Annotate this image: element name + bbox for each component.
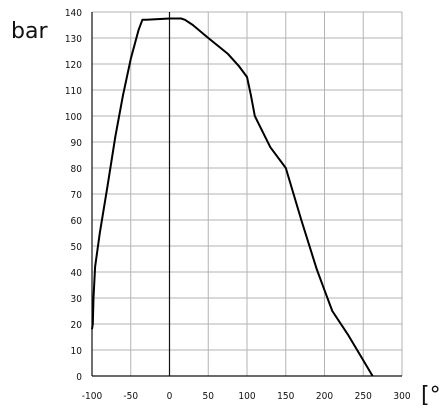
y-tick-label: 110 [65,86,82,97]
y-tick-label: 80 [71,164,83,175]
y-tick-label: 70 [71,190,83,201]
y-tick-label: 120 [65,60,82,71]
y-tick-label: 30 [71,294,83,305]
x-tick-label: -50 [123,391,138,402]
x-tick-label: 200 [316,391,333,402]
y-tick-label: 140 [65,8,82,19]
x-tick-label: 150 [277,391,294,402]
y-tick-label: 20 [71,320,83,331]
series [91,17,374,377]
x-tick-label: 0 [167,391,173,402]
x-unit-label: [° [421,383,441,408]
grid [91,11,403,377]
axes [91,12,402,377]
x-tick-label: 50 [203,391,215,402]
y-unit-label: bar [11,19,48,44]
y-tick-labels: 0 10 20 30 40 50 60 70 80 90 100 110 120 130 140 [65,8,82,383]
y-tick-label: 10 [71,346,83,357]
y-tick-label: 100 [65,112,82,123]
x-tick-labels: -100 -50 0 50 100 150 200 250 300 [82,391,411,402]
x-tick-label: 100 [238,391,255,402]
y-tick-label: 130 [65,34,82,45]
y-tick-label: 40 [71,268,83,279]
x-tick-label: -100 [82,391,103,402]
x-tick-label: 300 [393,391,410,402]
y-tick-label: 0 [76,372,82,383]
x-tick-label: 250 [355,391,372,402]
pressure-temperature-curve [91,17,374,377]
y-tick-label: 60 [71,216,83,227]
y-tick-label: 50 [71,242,83,253]
y-tick-label: 90 [71,138,83,149]
